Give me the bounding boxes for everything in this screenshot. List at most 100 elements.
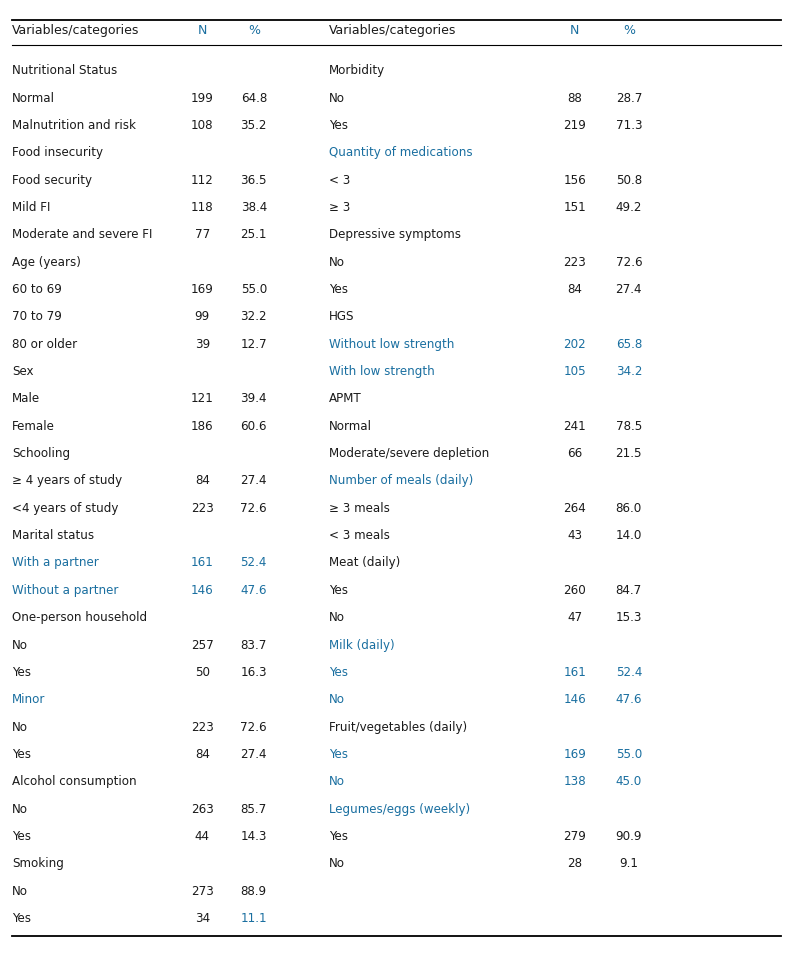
Text: 34.2: 34.2	[615, 365, 642, 377]
Text: HGS: HGS	[329, 310, 354, 323]
Text: No: No	[329, 693, 345, 705]
Text: 186: 186	[191, 419, 213, 433]
Text: Age (years): Age (years)	[12, 255, 81, 269]
Text: 11.1: 11.1	[240, 911, 267, 923]
Text: 25.1: 25.1	[240, 228, 267, 241]
Text: <4 years of study: <4 years of study	[12, 501, 118, 515]
Text: 39.4: 39.4	[240, 392, 267, 405]
Text: Schooling: Schooling	[12, 447, 70, 459]
Text: 151: 151	[564, 201, 586, 213]
Text: 60.6: 60.6	[240, 419, 267, 433]
Text: 88: 88	[568, 91, 582, 105]
Text: 12.7: 12.7	[240, 337, 267, 351]
Text: Morbidity: Morbidity	[329, 65, 385, 77]
Text: Yes: Yes	[12, 665, 31, 679]
Text: Food insecurity: Food insecurity	[12, 146, 103, 159]
Text: 108: 108	[191, 119, 213, 132]
Text: N: N	[197, 24, 207, 37]
Text: 44: 44	[195, 829, 209, 842]
Text: ≥ 4 years of study: ≥ 4 years of study	[12, 474, 122, 487]
Text: 118: 118	[191, 201, 213, 213]
Text: 50.8: 50.8	[616, 173, 642, 187]
Text: 273: 273	[191, 883, 213, 897]
Text: 60 to 69: 60 to 69	[12, 283, 62, 295]
Text: 43: 43	[567, 529, 583, 541]
Text: 34: 34	[194, 911, 210, 923]
Text: N: N	[570, 24, 580, 37]
Text: 223: 223	[191, 501, 213, 515]
Text: Yes: Yes	[12, 747, 31, 760]
Text: 16.3: 16.3	[240, 665, 267, 679]
Text: Yes: Yes	[12, 829, 31, 842]
Text: ≥ 3 meals: ≥ 3 meals	[329, 501, 390, 515]
Text: 71.3: 71.3	[615, 119, 642, 132]
Text: 241: 241	[564, 419, 586, 433]
Text: 279: 279	[564, 829, 586, 842]
Text: Without a partner: Without a partner	[12, 583, 118, 597]
Text: 90.9: 90.9	[615, 829, 642, 842]
Text: Food security: Food security	[12, 173, 92, 187]
Text: 47.6: 47.6	[240, 583, 267, 597]
Text: Legumes/eggs (weekly): Legumes/eggs (weekly)	[329, 801, 470, 815]
Text: %: %	[247, 24, 260, 37]
Text: 14.3: 14.3	[240, 829, 267, 842]
Text: Yes: Yes	[329, 119, 348, 132]
Text: 55.0: 55.0	[240, 283, 267, 295]
Text: 99: 99	[194, 310, 210, 323]
Text: 27.4: 27.4	[240, 747, 267, 760]
Text: 169: 169	[191, 283, 213, 295]
Text: Depressive symptoms: Depressive symptoms	[329, 228, 461, 241]
Text: No: No	[329, 611, 345, 623]
Text: Female: Female	[12, 419, 55, 433]
Text: Sex: Sex	[12, 365, 33, 377]
Text: 64.8: 64.8	[240, 91, 267, 105]
Text: ≥ 3: ≥ 3	[329, 201, 351, 213]
Text: 55.0: 55.0	[615, 747, 642, 760]
Text: 66: 66	[567, 447, 583, 459]
Text: 45.0: 45.0	[615, 775, 642, 787]
Text: 84: 84	[568, 283, 582, 295]
Text: APMT: APMT	[329, 392, 362, 405]
Text: 47.6: 47.6	[615, 693, 642, 705]
Text: Yes: Yes	[329, 747, 348, 760]
Text: 156: 156	[564, 173, 586, 187]
Text: 78.5: 78.5	[615, 419, 642, 433]
Text: Male: Male	[12, 392, 40, 405]
Text: 39: 39	[194, 337, 210, 351]
Text: 138: 138	[564, 775, 586, 787]
Text: 50: 50	[195, 665, 209, 679]
Text: 72.6: 72.6	[240, 501, 267, 515]
Text: Smoking: Smoking	[12, 857, 63, 869]
Text: 80 or older: 80 or older	[12, 337, 77, 351]
Text: With a partner: With a partner	[12, 556, 98, 569]
Text: 32.2: 32.2	[240, 310, 267, 323]
Text: 257: 257	[191, 638, 213, 651]
Text: Meat (daily): Meat (daily)	[329, 556, 400, 569]
Text: 223: 223	[191, 720, 213, 733]
Text: 15.3: 15.3	[615, 611, 642, 623]
Text: Malnutrition and risk: Malnutrition and risk	[12, 119, 136, 132]
Text: Without low strength: Without low strength	[329, 337, 454, 351]
Text: 52.4: 52.4	[240, 556, 267, 569]
Text: 84: 84	[195, 474, 209, 487]
Text: Normal: Normal	[329, 419, 372, 433]
Text: Quantity of medications: Quantity of medications	[329, 146, 473, 159]
Text: 49.2: 49.2	[615, 201, 642, 213]
Text: Number of meals (daily): Number of meals (daily)	[329, 474, 473, 487]
Text: No: No	[329, 857, 345, 869]
Text: 65.8: 65.8	[615, 337, 642, 351]
Text: 77: 77	[194, 228, 210, 241]
Text: 146: 146	[564, 693, 586, 705]
Text: 9.1: 9.1	[619, 857, 638, 869]
Text: 47: 47	[567, 611, 583, 623]
Text: 88.9: 88.9	[241, 883, 266, 897]
Text: 28.7: 28.7	[615, 91, 642, 105]
Text: 83.7: 83.7	[240, 638, 267, 651]
Text: 161: 161	[191, 556, 213, 569]
Text: Moderate and severe FI: Moderate and severe FI	[12, 228, 152, 241]
Text: 27.4: 27.4	[240, 474, 267, 487]
Text: 169: 169	[564, 747, 586, 760]
Text: Variables/categories: Variables/categories	[12, 24, 140, 37]
Text: 28: 28	[568, 857, 582, 869]
Text: 70 to 79: 70 to 79	[12, 310, 62, 323]
